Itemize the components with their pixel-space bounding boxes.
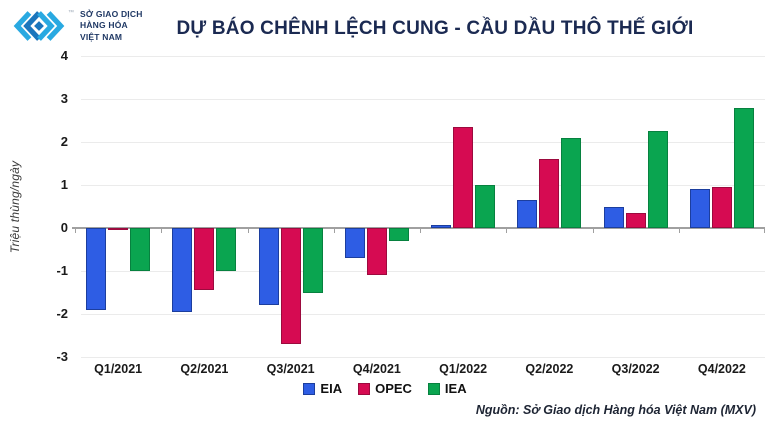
bar-eia-Q1-2022: [431, 224, 452, 228]
legend-item-eia: EIA: [303, 381, 342, 396]
bar-eia-Q4-2022: [689, 189, 710, 228]
legend-swatch-eia: [303, 382, 316, 395]
mxv-logo-icon: [13, 11, 65, 41]
y-tick-label: 3: [60, 91, 68, 106]
bar-eia-Q1-2021: [86, 228, 107, 310]
bar-eia-Q4-2021: [344, 228, 365, 259]
x-axis-tick: [506, 228, 508, 233]
bar-eia-Q3-2022: [603, 206, 624, 228]
bar-eia-Q3-2021: [258, 228, 279, 306]
gridline: [81, 313, 765, 315]
bar-opec-Q1-2022: [453, 126, 474, 228]
bar-iea-Q1-2022: [475, 185, 496, 228]
chart-legend: EIA OPEC IEA: [0, 381, 770, 396]
bar-opec-Q3-2021: [280, 228, 301, 345]
x-axis-tick: [678, 228, 680, 233]
x-axis-tick: [247, 228, 249, 233]
bar-opec-Q2-2022: [539, 159, 560, 228]
legend-item-iea: IEA: [427, 381, 467, 396]
x-axis-tick: [592, 228, 594, 233]
bar-opec-Q4-2022: [711, 187, 732, 228]
x-axis-tick: [333, 228, 335, 233]
bar-iea-Q3-2022: [647, 131, 668, 228]
x-tick-label: Q3/2022: [611, 362, 660, 376]
bar-opec-Q1-2021: [108, 228, 129, 231]
logo-text: SỞ GIAO DỊCH HÀNG HÓA VIỆT NAM: [80, 9, 143, 42]
x-tick-label: Q1/2022: [439, 362, 488, 376]
legend-label-opec: OPEC: [375, 381, 412, 396]
bar-opec-Q2-2021: [194, 228, 215, 291]
x-tick-label: Q3/2021: [266, 362, 315, 376]
page-title: DỰ BÁO CHÊNH LỆCH CUNG - CẦU DẦU THÔ THẾ…: [176, 18, 694, 39]
y-tick-label: -3: [56, 349, 68, 364]
source-note: Nguồn: Sở Giao dịch Hàng hóa Việt Nam (M…: [475, 403, 756, 417]
gridline: [81, 184, 765, 186]
y-axis-title-wrap: Triệu thùng/ngày: [4, 56, 26, 357]
bar-iea-Q2-2022: [561, 137, 582, 228]
x-axis-tick: [75, 228, 76, 233]
legend-label-eia: EIA: [320, 381, 343, 396]
bar-iea-Q4-2022: [733, 107, 754, 228]
bar-eia-Q2-2022: [517, 200, 538, 228]
bar-opec-Q3-2022: [625, 212, 646, 228]
x-tick-label: Q4/2022: [697, 362, 746, 376]
mxv-logo: ™ SỞ GIAO DỊCH HÀNG HÓA VIỆT NAM: [12, 8, 143, 44]
legend-swatch-iea: [427, 382, 440, 395]
legend-swatch-opec: [358, 382, 371, 395]
gridline: [81, 270, 765, 272]
gridline: [81, 55, 765, 57]
x-axis-tick: [161, 228, 163, 233]
x-axis-tick: [764, 228, 765, 233]
y-axis-title: Triệu thùng/ngày: [8, 160, 22, 253]
y-tick-label: -1: [56, 263, 68, 278]
logo-trademark: ™: [68, 10, 74, 16]
legend-label-iea: IEA: [444, 381, 467, 396]
bar-iea-Q3-2021: [302, 228, 323, 293]
gridline: [81, 356, 765, 358]
x-axis-tick: [420, 228, 421, 233]
gridline: [81, 141, 765, 143]
bar-iea-Q4-2021: [388, 228, 409, 241]
legend-item-opec: OPEC: [358, 381, 412, 396]
logo-text-line-1: SỞ GIAO DỊCH: [80, 9, 143, 20]
y-tick-label: -2: [56, 306, 68, 321]
bar-opec-Q4-2021: [366, 228, 387, 276]
y-tick-label: 4: [60, 48, 68, 63]
y-tick-label: 2: [60, 134, 68, 149]
x-axis-line: [72, 227, 765, 229]
plot-area: [72, 55, 765, 358]
bar-eia-Q2-2021: [172, 228, 193, 312]
y-tick-label: 0: [60, 220, 68, 235]
y-tick-label: 1: [60, 177, 68, 192]
bar-iea-Q1-2021: [130, 228, 151, 271]
x-tick-label: Q2/2022: [525, 362, 574, 376]
x-tick-label: Q1/2021: [94, 362, 143, 376]
bar-iea-Q2-2021: [216, 228, 237, 271]
x-tick-label: Q4/2021: [352, 362, 401, 376]
gridline: [81, 98, 765, 100]
logo-text-line-2: HÀNG HÓA: [80, 20, 128, 31]
logo-text-line-3: VIỆT NAM: [80, 31, 123, 42]
x-tick-label: Q2/2021: [180, 362, 229, 376]
